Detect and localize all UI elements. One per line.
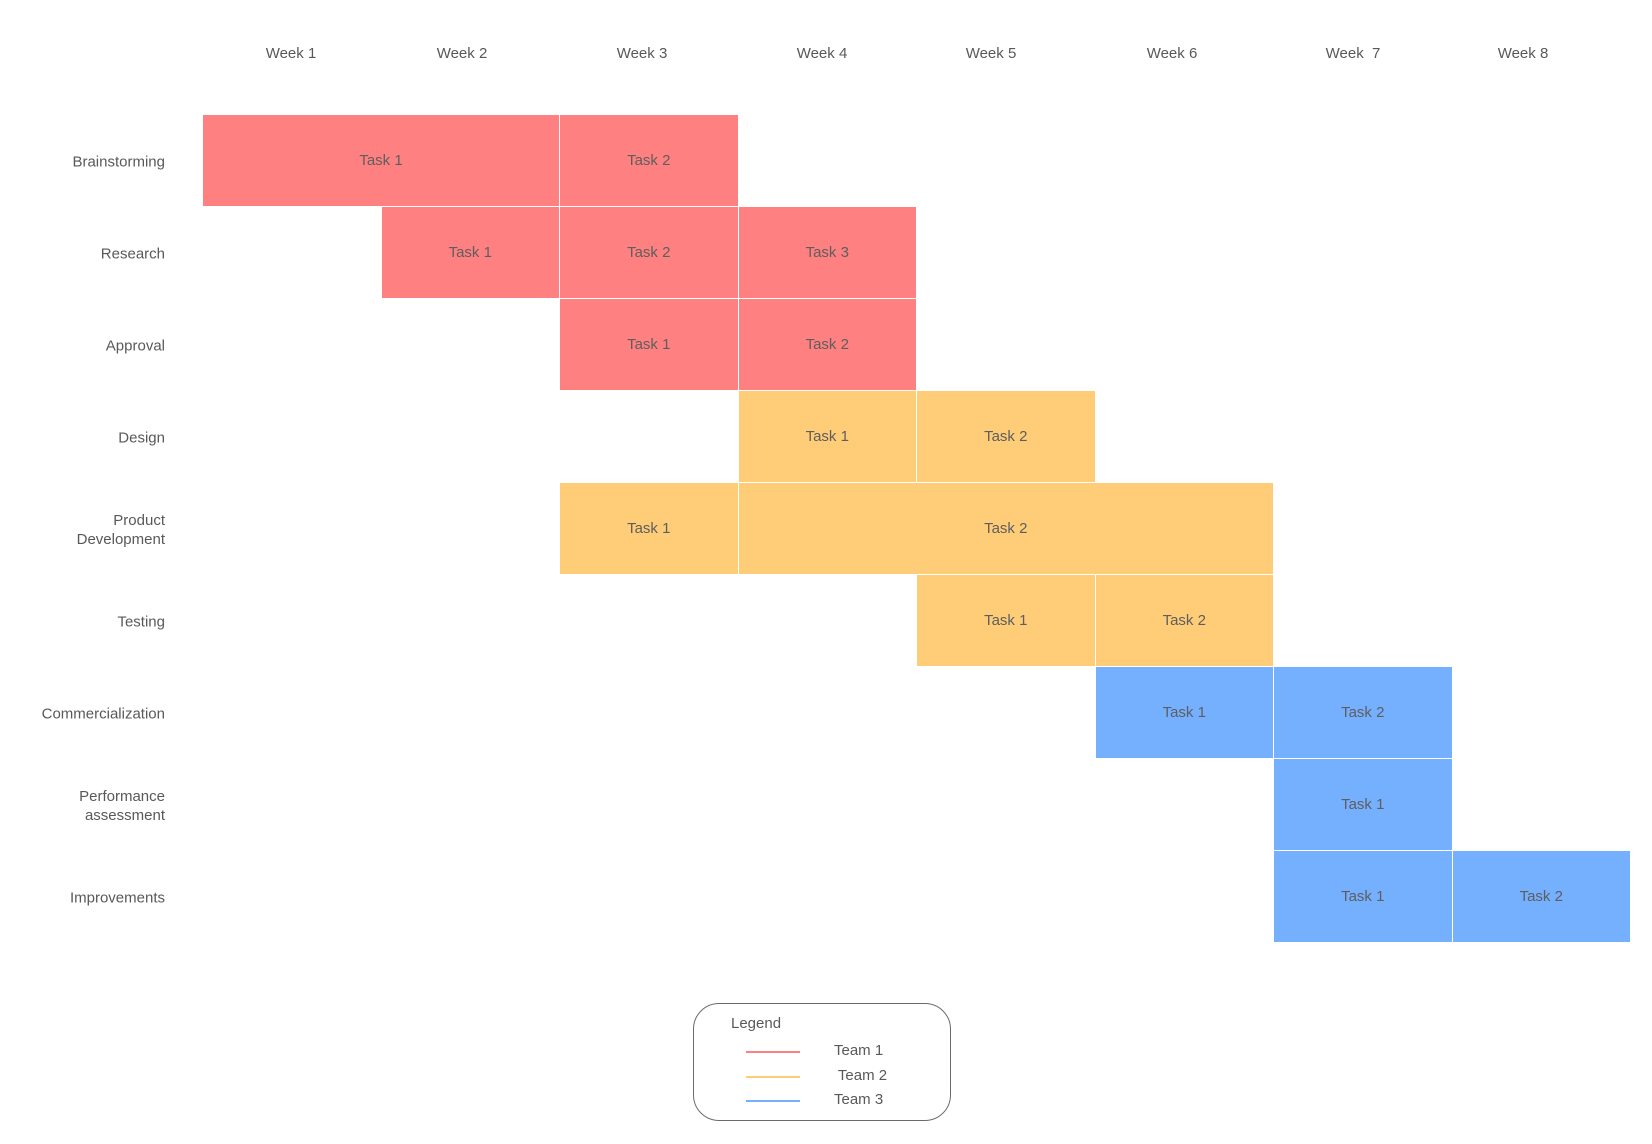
week-header: Week 1 — [265, 45, 317, 62]
phase-label: Commercialization — [41, 705, 165, 723]
task-bar[interactable]: Task 1 — [916, 574, 1096, 667]
week-header: Week 2 — [436, 45, 488, 62]
week-header: Week 3 — [616, 45, 668, 62]
task-bar[interactable]: Task 2 — [737, 482, 1274, 575]
legend-swatch-line-icon — [746, 1100, 800, 1102]
task-bar[interactable]: Task 1 — [559, 298, 739, 391]
week-header: Week 6 — [1146, 45, 1198, 62]
legend-label: Team 1 — [834, 1042, 884, 1059]
legend-title: Legend — [731, 1015, 782, 1032]
phase-label: Research — [100, 245, 165, 263]
task-bar[interactable]: Task 1 — [1094, 666, 1274, 759]
phase-label: Design — [118, 429, 165, 447]
task-bar[interactable]: Task 2 — [737, 298, 917, 391]
legend-item: Team 1 — [746, 1041, 936, 1061]
task-bar[interactable]: Task 2 — [916, 390, 1096, 483]
legend-label: Team 2 — [834, 1066, 888, 1084]
legend-item: Team 2 — [746, 1066, 936, 1086]
task-bar[interactable]: Task 2 — [1273, 666, 1453, 759]
task-bar[interactable]: Task 1 — [380, 206, 560, 299]
task-bar[interactable]: Task 1 — [1273, 758, 1453, 851]
task-bar[interactable]: Task 1 — [1273, 850, 1453, 943]
week-header: Week 5 — [965, 45, 1017, 62]
task-bar[interactable]: Task 1 — [202, 114, 560, 207]
phase-label: Approval — [105, 337, 165, 355]
task-bar[interactable]: Task 1 — [559, 482, 739, 575]
legend-swatch-line-icon — [746, 1075, 800, 1078]
week-header: Week 8 — [1497, 45, 1549, 62]
week-header: Week 7 — [1325, 45, 1381, 62]
phase-label: Testing — [117, 613, 165, 631]
phase-label: Improvements — [69, 889, 165, 907]
task-bar[interactable]: Task 2 — [559, 114, 739, 207]
task-bar[interactable]: Task 2 — [559, 206, 739, 299]
task-bar[interactable]: Task 2 — [1451, 850, 1631, 943]
legend-swatch-line-icon — [746, 1051, 800, 1053]
week-header: Week 4 — [796, 45, 848, 62]
task-bar[interactable]: Task 3 — [737, 206, 917, 299]
legend-label: Team 3 — [834, 1091, 884, 1108]
task-bar[interactable]: Task 1 — [737, 390, 917, 483]
phase-label: Brainstorming — [72, 153, 165, 171]
task-bar[interactable]: Task 2 — [1094, 574, 1274, 667]
legend: Legend Team 1 Team 2 Team 3 — [693, 1003, 951, 1121]
legend-item: Team 3 — [746, 1090, 936, 1110]
phase-label: Product Development — [76, 512, 165, 548]
phase-label: Performance assessment — [79, 788, 165, 824]
